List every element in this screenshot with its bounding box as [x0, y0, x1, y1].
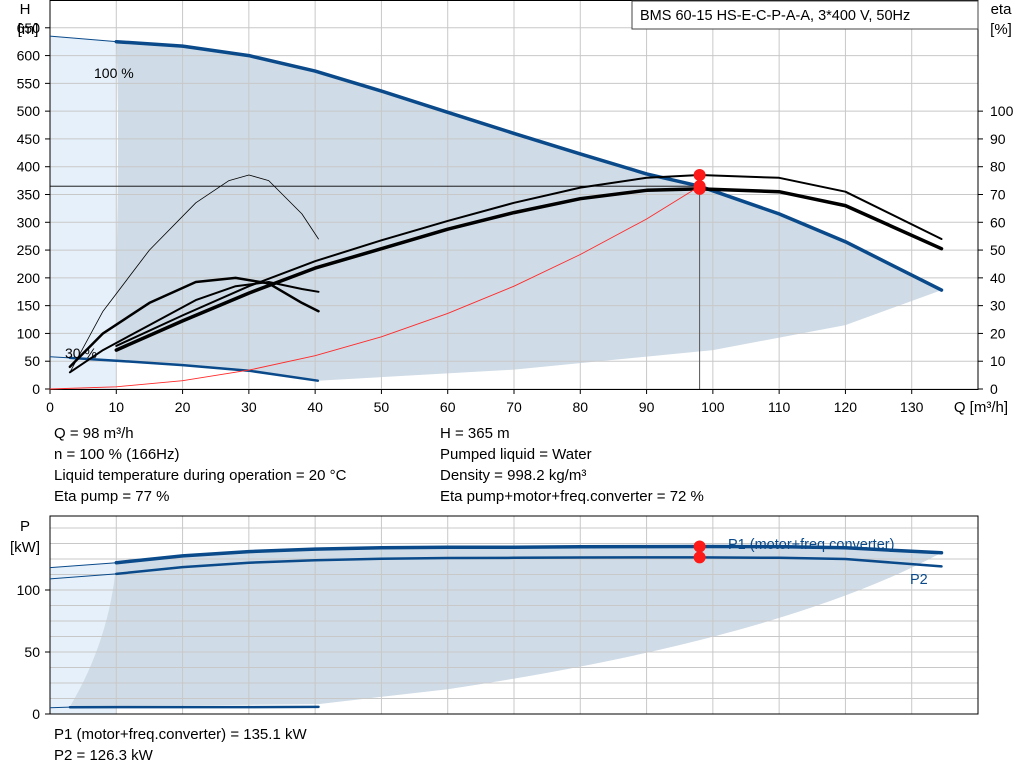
- y-tick-label: 650: [17, 20, 41, 36]
- x-tick-label: 90: [639, 399, 655, 415]
- duty-point-p1: [693, 540, 706, 553]
- y2-tick-label: 70: [990, 187, 1006, 203]
- y-tick-label: 150: [17, 298, 41, 314]
- info-p1: P1 (motor+freq.converter) = 135.1 kW: [54, 726, 307, 743]
- top-left-light-region: [50, 36, 117, 389]
- label-p1: P1 (motor+freq.converter): [728, 537, 894, 553]
- info-head: H = 365 m: [440, 425, 510, 442]
- series-line-eta-pump-30: [68, 276, 320, 369]
- p-axis-label: P: [20, 518, 30, 535]
- y-tick-label: 600: [17, 48, 41, 64]
- label-p2: P2: [910, 572, 928, 588]
- x-tick-label: 110: [768, 399, 791, 415]
- series-line-H-30-thin: [69, 174, 319, 373]
- duty-info-left: Q = 98 m³/h n = 100 % (166Hz) Liquid tem…: [54, 423, 346, 507]
- y2-tick-label: 40: [990, 270, 1006, 286]
- series-line-eta-pump: [114, 187, 944, 352]
- p-tick-label: 50: [24, 644, 40, 660]
- y-tick-label: 300: [17, 214, 41, 230]
- y-tick-label: 100: [17, 325, 41, 341]
- x-tick-label: 80: [572, 399, 588, 415]
- series-line-speed-0: [114, 39, 944, 292]
- x-tick-label: 30: [241, 399, 257, 415]
- p-tick-label: 0: [32, 706, 40, 722]
- title-box: [631, 0, 979, 30]
- y-tick-label: 550: [17, 75, 41, 91]
- y2-tick-label: 10: [990, 353, 1006, 369]
- y2-tick-label: 90: [990, 131, 1006, 147]
- chart-title: BMS 60-15 HS-E-C-P-A-A, 3*400 V, 50Hz: [640, 8, 910, 24]
- y-tick-label: 450: [17, 131, 41, 147]
- x-tick-label: 0: [46, 399, 54, 415]
- info-p2: P2 = 126.3 kW: [54, 747, 153, 764]
- duty-info-right: H = 365 m Pumped liquid = Water Density …: [440, 423, 704, 507]
- y2-tick-label: 100: [990, 103, 1014, 119]
- series-line-system-curve: [49, 185, 701, 390]
- y-tick-label: 400: [17, 159, 41, 175]
- series-line-eta-total-30: [68, 281, 320, 374]
- info-speed: n = 100 % (166Hz): [54, 446, 180, 463]
- y-axis-label: H: [20, 1, 31, 18]
- y2-tick-label: 80: [990, 159, 1006, 175]
- info-eta-total: Eta pump+motor+freq.converter = 72 %: [440, 488, 704, 505]
- x-tick-label: 60: [440, 399, 456, 415]
- bottom-operating-region: [69, 546, 942, 707]
- series-line-speed-1: [68, 356, 320, 382]
- power-series-p1: [114, 544, 944, 565]
- x-tick-label: 10: [108, 399, 124, 415]
- x-tick-label: 120: [834, 399, 858, 415]
- p2-extension: [49, 573, 117, 580]
- y2-tick-label: 0: [990, 381, 998, 397]
- y-tick-label: 50: [24, 353, 40, 369]
- x-tick-label: 40: [307, 399, 323, 415]
- y-tick-label: 500: [17, 103, 41, 119]
- duty-point-head: [693, 180, 706, 193]
- bottom-plot-frame: [49, 515, 979, 715]
- y-tick-label: 250: [17, 242, 41, 258]
- y2-axis-label: eta: [991, 1, 1013, 18]
- info-eta-pump: Eta pump = 77 %: [54, 488, 170, 505]
- duty-point-eta-pump: [693, 169, 706, 182]
- p-tick-label: 100: [17, 582, 41, 598]
- y2-tick-label: 30: [990, 298, 1006, 314]
- p-axis-unit: [kW]: [10, 539, 40, 556]
- power-info: P1 (motor+freq.converter) = 135.1 kW P2 …: [54, 724, 307, 766]
- x-tick-label: 50: [374, 399, 390, 415]
- y2-tick-label: 60: [990, 214, 1006, 230]
- info-density: Density = 998.2 kg/m³: [440, 467, 587, 484]
- info-pumped-liquid: Pumped liquid = Water: [440, 446, 592, 463]
- p30-extension: [49, 706, 70, 709]
- series-line-eta-pump-thin: [115, 174, 943, 347]
- y-tick-label: 350: [17, 187, 41, 203]
- x-tick-label: 130: [900, 399, 924, 415]
- duty-point-p2: [693, 551, 706, 564]
- power-series-p2: [115, 556, 943, 576]
- info-flow: Q = 98 m³/h: [54, 425, 134, 442]
- p1-extension: [49, 562, 117, 569]
- series-30-extension: [49, 356, 70, 359]
- label-100-percent: 100 %: [94, 65, 134, 81]
- series-100-extension: [49, 35, 117, 43]
- y-tick-label: 200: [17, 270, 41, 286]
- y2-tick-label: 20: [990, 325, 1006, 341]
- x-tick-label: 20: [175, 399, 191, 415]
- y-axis-unit: [m]: [18, 21, 39, 38]
- x-axis-label: Q [m³/h]: [954, 399, 1008, 416]
- y-tick-label: 0: [32, 381, 40, 397]
- info-liquid-temperature: Liquid temperature during operation = 20…: [54, 467, 347, 484]
- x-tick-label: 100: [701, 399, 725, 415]
- x-tick-label: 70: [506, 399, 522, 415]
- y2-axis-unit: [%]: [990, 21, 1012, 38]
- y2-tick-label: 50: [990, 242, 1006, 258]
- label-30-percent: 30 %: [65, 345, 97, 361]
